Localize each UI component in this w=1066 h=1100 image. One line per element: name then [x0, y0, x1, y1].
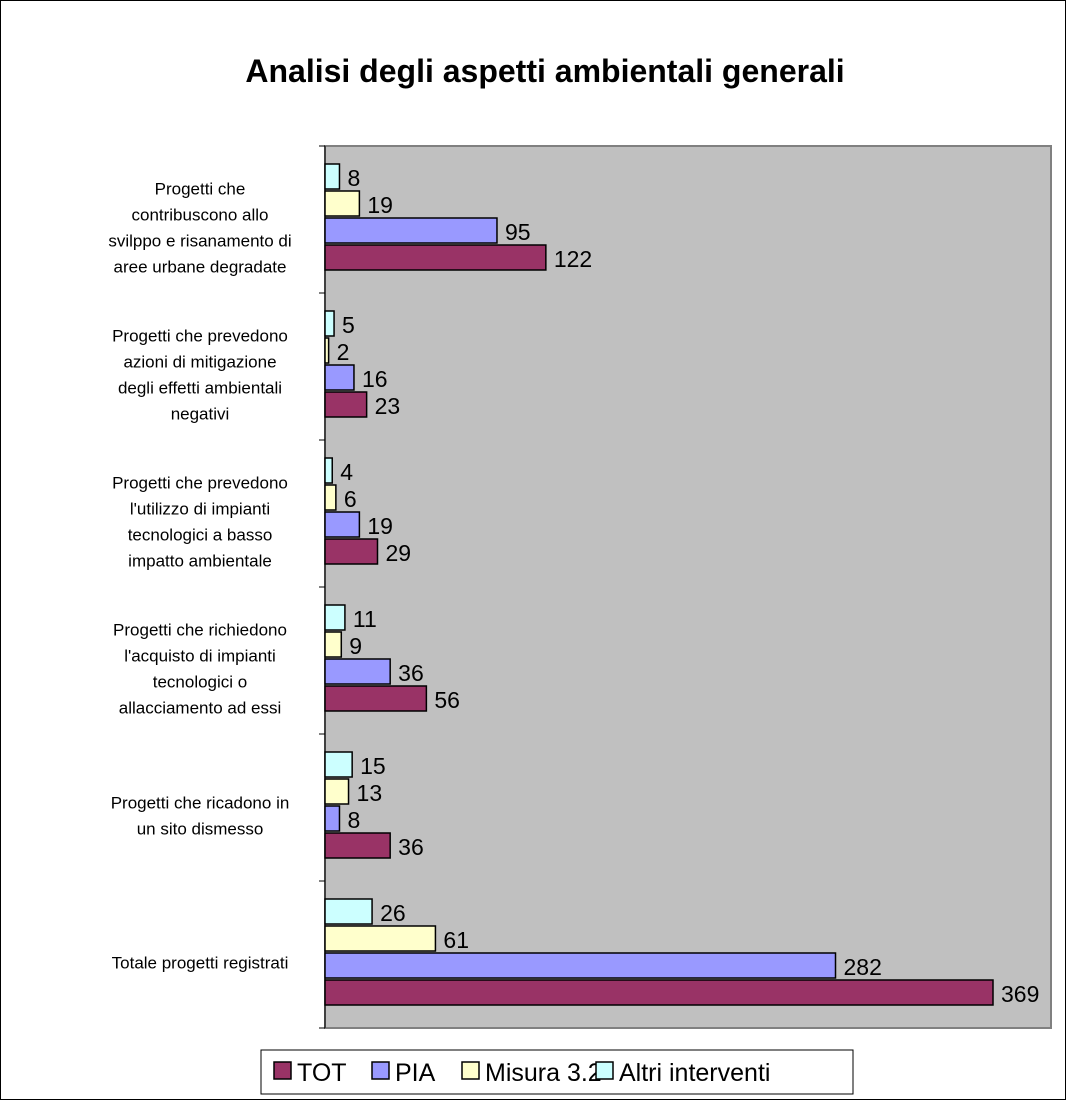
plot-background: [324, 145, 1052, 1029]
bar: [324, 484, 337, 511]
legend-label: PIA: [395, 1059, 436, 1087]
bar: [324, 658, 391, 685]
category-label-line: Progetti che ricadono in: [111, 794, 290, 813]
legend-label: Altri interventi: [619, 1059, 770, 1087]
bar: [324, 778, 350, 805]
data-label: 23: [375, 393, 401, 419]
data-label: 15: [360, 753, 386, 779]
bar: [324, 391, 368, 418]
legend-label: TOT: [297, 1059, 347, 1087]
bar: [324, 604, 346, 631]
bar: [324, 805, 341, 832]
data-label: 19: [367, 192, 393, 218]
bar: [324, 217, 498, 244]
category-label-line: svilppo e risanamento di: [108, 232, 291, 251]
bar: [324, 457, 333, 484]
bar: [324, 832, 391, 859]
category-label-line: Progetti che richiedono: [113, 621, 287, 640]
category-label-line: l'utilizzo di impianti: [130, 500, 270, 519]
bar: [324, 952, 837, 979]
data-label: 5: [342, 312, 355, 338]
category-label: Progetti che contribuscono allo svilppo e …: [108, 180, 291, 277]
data-label: 282: [844, 954, 882, 980]
category-label: Progetti che richiedono l'acquisto di imp…: [113, 621, 287, 718]
bar: [324, 685, 428, 712]
legend-swatch: [273, 1061, 292, 1080]
legend-swatch: [595, 1061, 614, 1080]
bar: [324, 190, 361, 217]
data-label: 61: [443, 927, 469, 953]
data-label: 36: [398, 834, 424, 860]
data-label: 56: [434, 687, 460, 713]
data-label: 122: [554, 246, 592, 272]
bar: [324, 925, 437, 952]
bar: [324, 337, 330, 364]
bar: [324, 538, 379, 565]
category-label-line: Progetti che prevedono: [112, 474, 288, 493]
category-label-line: l'acquisto di impianti: [124, 647, 276, 666]
plot-area: Progetti che contribuscono allo svilppo e …: [108, 145, 1052, 1029]
category-label-line: impatto ambientale: [128, 552, 272, 571]
data-label: 9: [349, 633, 362, 659]
legend-swatch: [461, 1061, 480, 1080]
legend-box: [260, 1049, 854, 1095]
category-label-line: tecnologici o: [153, 673, 248, 692]
data-label: 13: [357, 780, 383, 806]
category-label-line: Progetti che: [155, 180, 246, 199]
legend-label: Misura 3.2: [485, 1059, 602, 1087]
bar: [324, 364, 355, 391]
data-label: 2: [337, 339, 350, 365]
category-label-line: allacciamento ad essi: [119, 699, 282, 718]
data-label: 8: [347, 165, 360, 191]
data-label: 16: [362, 366, 388, 392]
category-label-line: un sito dismesso: [137, 820, 264, 839]
bar: [324, 163, 341, 190]
legend: TOT PIA Misura 3.2 Altri interventi: [260, 1049, 854, 1095]
category-label-line: Totale progetti registrati: [112, 954, 289, 973]
category-label: Totale progetti registrati: [112, 954, 289, 973]
category-label-line: azioni di mitigazione: [123, 353, 276, 372]
data-label: 26: [380, 900, 406, 926]
data-label: 29: [385, 540, 411, 566]
data-label: 8: [347, 807, 360, 833]
category-label: Progetti che prevedono l'utilizzo di impi…: [112, 474, 288, 571]
data-label: 369: [1001, 981, 1039, 1007]
bar: [324, 631, 343, 658]
bar: [324, 511, 361, 538]
data-label: 6: [344, 486, 357, 512]
bar: [324, 979, 994, 1006]
bar: [324, 310, 335, 337]
category-label-line: contribuscono allo: [131, 206, 268, 225]
data-label: 11: [353, 606, 377, 632]
data-label: 4: [340, 459, 353, 485]
data-label: 19: [367, 513, 393, 539]
legend-swatch: [371, 1061, 390, 1080]
category-label-line: negativi: [171, 405, 230, 424]
category-label-line: aree urbane degradate: [114, 258, 287, 277]
category-label: Progetti che prevedono azioni di mitigazi…: [112, 327, 288, 424]
category-label-line: degli effetti ambientali: [118, 379, 282, 398]
category-label-line: tecnologici a basso: [128, 526, 273, 545]
category-label-line: Progetti che prevedono: [112, 327, 288, 346]
bar: [324, 244, 547, 271]
bar: [324, 751, 353, 778]
category-label: Progetti che ricadono in un sito dismesso: [111, 794, 290, 839]
data-label: 95: [505, 219, 531, 245]
chart-title: Analisi degli aspetti ambientali general…: [245, 53, 844, 89]
bar: [324, 898, 373, 925]
data-label: 36: [398, 660, 424, 686]
